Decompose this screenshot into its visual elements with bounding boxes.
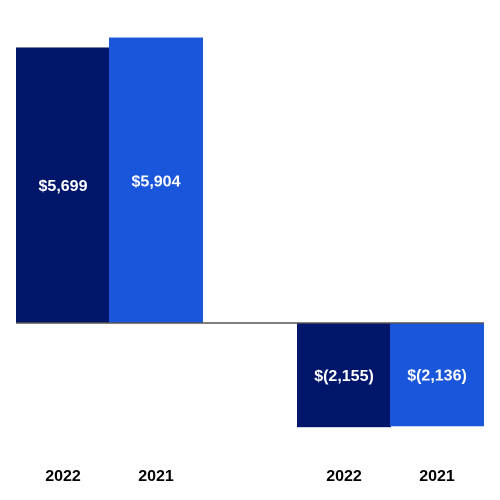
- bar-3: [297, 323, 391, 428]
- value-labels-group: $5,699 $5,904 $(2,155) $(2,136): [39, 173, 467, 385]
- x-tick-label-1: 2022: [45, 468, 81, 485]
- bar-value-label-4: $(2,136): [407, 368, 467, 385]
- bar-value-label-3: $(2,155): [314, 368, 374, 385]
- bar-2: [109, 37, 203, 324]
- x-tick-label-3: 2022: [326, 468, 362, 485]
- bar-1: [16, 47, 110, 324]
- bar-value-label-2: $5,904: [132, 173, 181, 190]
- bar-4: [390, 323, 484, 427]
- bar-value-label-1: $5,699: [39, 178, 88, 195]
- bars-group: [16, 37, 484, 428]
- x-tick-labels-group: 2022 2021 2022 2021: [45, 468, 455, 485]
- x-tick-label-4: 2021: [419, 468, 455, 485]
- x-tick-label-2: 2021: [138, 468, 174, 485]
